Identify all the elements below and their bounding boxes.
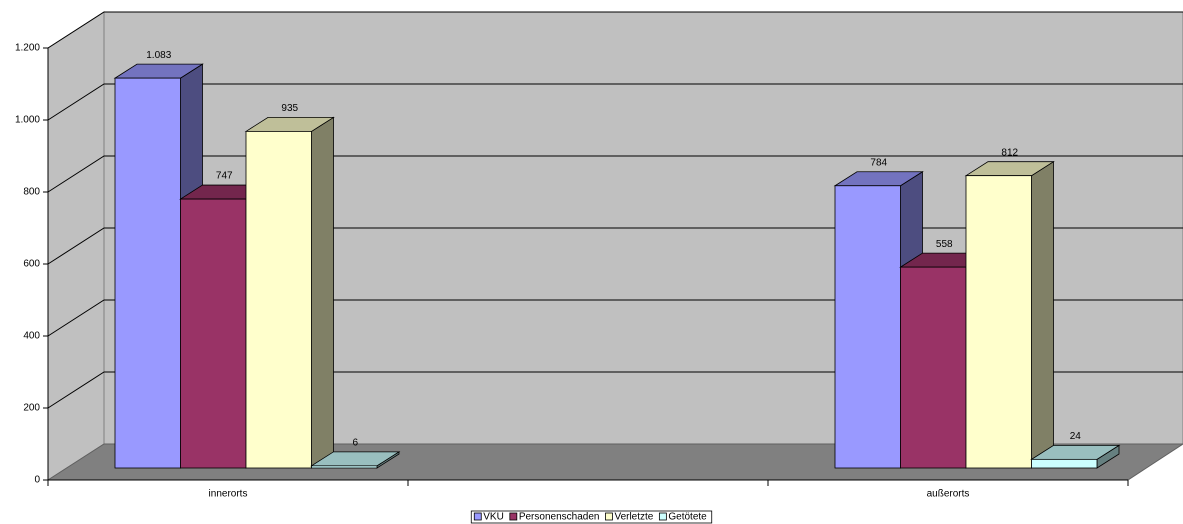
bar-side [311, 116, 334, 469]
data-label: 24 [1070, 431, 1082, 442]
bar-front [965, 175, 1032, 469]
grid-line [47, 83, 1183, 121]
grid-line [47, 155, 1183, 193]
data-label: 747 [216, 171, 233, 182]
bar-front [900, 266, 967, 469]
y-tick-label: 800 [23, 187, 40, 198]
legend-label: Personenschaden [519, 512, 600, 523]
grid-line [47, 11, 1183, 49]
grid-line [47, 299, 1183, 337]
x-tick-label: innerorts [209, 489, 248, 500]
bar [310, 451, 401, 469]
legend-label: VKU [483, 512, 504, 523]
data-label: 558 [936, 239, 953, 250]
bar-front [245, 130, 312, 469]
bar [964, 160, 1055, 469]
data-label: 6 [352, 437, 358, 448]
y-tick-label: 200 [23, 403, 40, 414]
grid: 0 200 400 600 800 1.000 1.200 innerorts außerort… [15, 11, 1183, 500]
data-label: 1.083 [146, 50, 171, 61]
bar-front [311, 465, 378, 469]
y-tick-label: 0 [34, 475, 40, 486]
bar-front [834, 185, 901, 469]
legend-swatch [605, 512, 613, 521]
bar [244, 116, 335, 469]
data-label: 935 [281, 103, 298, 114]
legend-label: Verletzte [614, 512, 653, 523]
data-label: 812 [1001, 147, 1018, 158]
legend-swatch [473, 512, 482, 521]
bar-front [1031, 458, 1098, 469]
y-tick-label: 1.000 [15, 115, 40, 126]
bar-front [114, 77, 181, 469]
x-tick-label: außerorts [927, 489, 970, 500]
data-label: 784 [870, 157, 887, 168]
y-tick-label: 400 [23, 331, 40, 342]
bar-side [1031, 160, 1054, 469]
bar-front [180, 198, 247, 469]
y-tick-label: 1.200 [15, 43, 40, 54]
bars: 1.083 747 935 6 784 558 812 24 [113, 50, 1121, 469]
bar [1030, 444, 1121, 469]
grid-line [47, 371, 1183, 409]
legend-swatch [658, 512, 667, 521]
y-tick-label: 600 [23, 259, 40, 270]
legend-box [470, 510, 713, 524]
legend-swatch [509, 512, 518, 521]
legend: VKU Personenschaden Verletzte Getötete [470, 510, 713, 524]
grid-line [47, 227, 1183, 265]
legend-label: Getötete [668, 512, 707, 523]
